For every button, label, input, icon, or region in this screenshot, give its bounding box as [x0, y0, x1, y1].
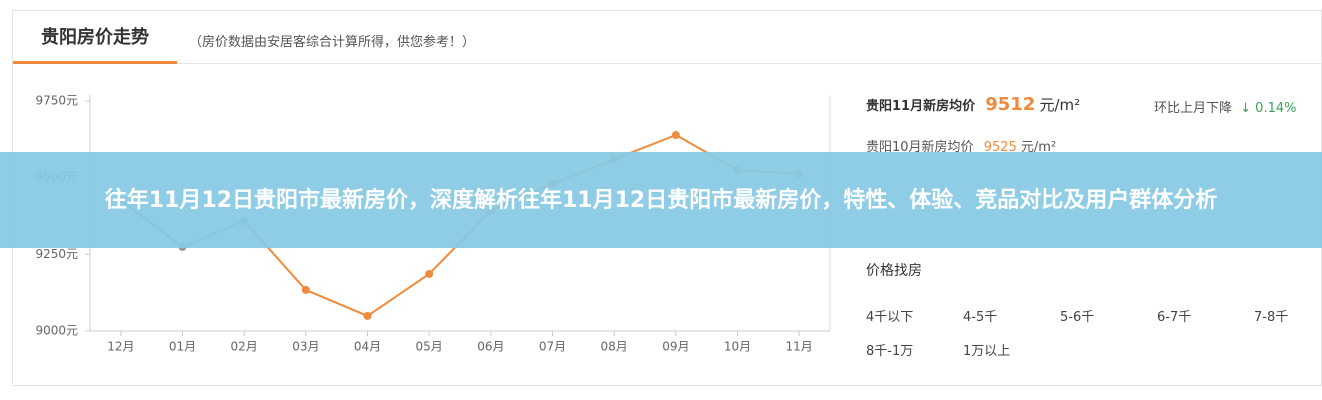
current-unit: 元/m² [1039, 96, 1081, 114]
change-value: ↓ 0.14% [1240, 101, 1297, 116]
y-tick-label: 9750元 [35, 94, 78, 108]
line-segment [305, 288, 368, 317]
banner-text: 往年11月12日贵阳市最新房价，深度解析往年11月12日贵阳市最新房价，特性、体… [104, 187, 1218, 213]
tab[interactable]: 贵阳房价走势 [13, 11, 177, 64]
subtitle: （房价数据由安居客综合计算所得，供您参考！） [189, 35, 476, 50]
point [363, 311, 372, 320]
banner: 往年11月12日贵阳市最新房价，深度解析往年11月12日贵阳市最新房价，特性、体… [0, 152, 1322, 248]
y-tick-label: 9250元 [35, 247, 78, 261]
point [671, 131, 680, 140]
price-option[interactable]: 6-7千 [1157, 310, 1192, 325]
previous-unit: 元/m² [1020, 140, 1057, 155]
line-segment [366, 273, 430, 317]
x-tick-label: 01月 [169, 340, 196, 354]
price-option[interactable]: 5-6千 [1060, 310, 1095, 325]
price-option[interactable]: 7-8千 [1254, 310, 1289, 325]
current-label: 贵阳11月新房均价 [866, 99, 976, 114]
x-tick-label: 05月 [416, 340, 443, 354]
point [425, 269, 434, 278]
price-option[interactable]: 8千-1万 [866, 344, 914, 359]
previous-price: 9525 [983, 140, 1017, 155]
x-tick-label: 08月 [601, 340, 628, 354]
x-tick-label: 03月 [292, 340, 319, 354]
x-tick-label: 10月 [724, 340, 751, 354]
x-tick-label: 11月 [786, 340, 813, 354]
x-tick-label: 07月 [539, 340, 566, 354]
header: 贵阳房价走势 （房价数据由安居客综合计算所得，供您参考！） [13, 11, 1321, 64]
price-option[interactable]: 1万以上 [963, 344, 1011, 359]
previous-label: 贵阳10月新房均价 [866, 140, 974, 155]
x-tick-label: 02月 [231, 340, 258, 354]
x-tick-label: 12月 [107, 340, 134, 354]
x-tick-label: 06月 [477, 340, 504, 354]
price-option[interactable]: 4千以下 [866, 310, 914, 325]
price-option[interactable]: 4-5千 [963, 310, 998, 325]
point [301, 285, 310, 294]
y-tick-label: 9000元 [35, 324, 78, 338]
x-tick-label: 04月 [354, 340, 381, 354]
x-tick-label: 09月 [662, 340, 689, 354]
current-price: 9512 [985, 94, 1036, 115]
change-label: 环比上月下降 [1154, 101, 1233, 116]
search-title: 价格找房 [866, 263, 922, 279]
